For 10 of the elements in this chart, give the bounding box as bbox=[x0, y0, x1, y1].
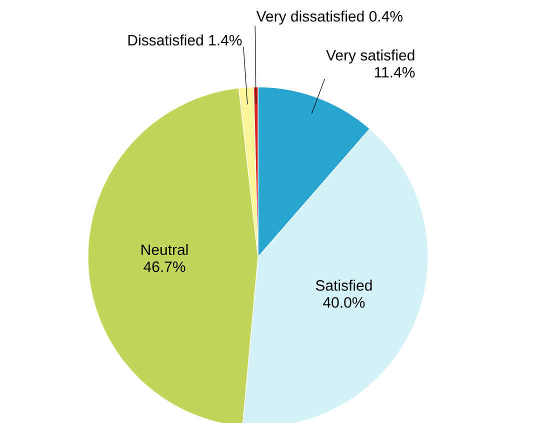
slice-label: Neutral bbox=[142, 244, 188, 256]
data-label: 40.0% bbox=[323, 297, 365, 308]
slice-label: Dissatisfied bbox=[128, 34, 203, 46]
data-label: 0.4% bbox=[369, 11, 402, 22]
slice-label: Very dissatisfied bbox=[256, 10, 364, 25]
slice-label: Very satisfied bbox=[326, 50, 414, 64]
slice-label: Satisfied bbox=[316, 280, 372, 291]
data-label: 1.4% bbox=[209, 34, 242, 46]
data-label: 11.4% bbox=[374, 67, 415, 78]
data-label: 46.7% bbox=[144, 261, 186, 272]
